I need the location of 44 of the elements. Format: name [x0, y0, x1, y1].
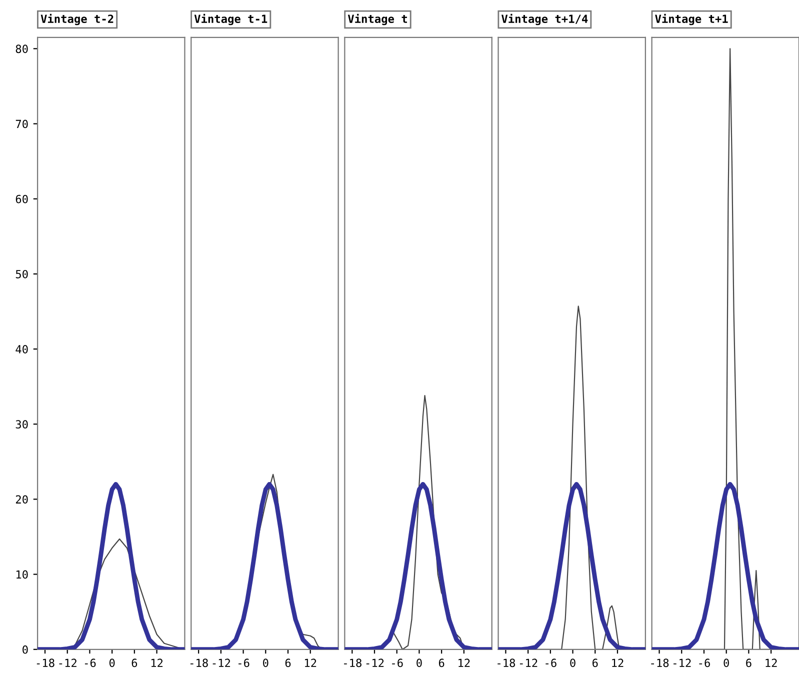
- y-tick-label: 20: [16, 495, 28, 504]
- x-tick-label: -6: [546, 658, 556, 668]
- x-tick-label: 0: [416, 658, 422, 668]
- x-tick-label: -18: [651, 658, 669, 668]
- y-tick-label: 60: [16, 194, 28, 204]
- x-tick-label: -18: [498, 658, 516, 668]
- x-tick-label: 0: [263, 658, 268, 668]
- y-tick-label: 80: [16, 44, 28, 54]
- x-tick-label: -6: [699, 658, 710, 668]
- chart-title: Vintage t+1: [655, 14, 728, 26]
- x-tick-label: -18: [36, 658, 54, 668]
- x-tick-label: 12: [305, 658, 316, 667]
- x-tick-label: -18: [190, 658, 208, 668]
- x-tick-label: 6: [285, 658, 291, 668]
- x-tick-label: 0: [724, 658, 729, 668]
- x-tick-label: 12: [151, 658, 163, 667]
- x-tick-label: 6: [438, 658, 444, 668]
- y-tick-label: 70: [16, 120, 28, 128]
- x-tick-label: -18: [344, 658, 362, 668]
- x-tick-label: -12: [212, 658, 230, 667]
- chart-title: Vintage t: [348, 14, 407, 26]
- x-tick-label: 0: [570, 658, 576, 668]
- chart-title: Vintage t-2: [40, 14, 114, 26]
- x-tick-label: -12: [674, 658, 691, 667]
- x-tick-label: -12: [366, 658, 384, 667]
- x-tick-label: 12: [612, 658, 624, 667]
- x-tick-label: 12: [766, 658, 777, 667]
- x-tick-label: 0: [109, 658, 115, 668]
- chart-title: Vintage t+1/4: [502, 14, 588, 26]
- x-tick-label: -6: [238, 658, 250, 668]
- y-tick-label: 0: [22, 645, 28, 654]
- y-tick-label: 30: [16, 420, 28, 429]
- x-tick-label: -6: [392, 658, 403, 668]
- y-tick-label: 40: [16, 345, 28, 354]
- y-tick-label: 50: [16, 270, 28, 278]
- x-tick-label: 6: [132, 658, 138, 668]
- x-tick-label: 12: [458, 658, 470, 667]
- y-tick-label: 10: [16, 570, 28, 579]
- x-tick-label: 6: [746, 658, 752, 668]
- x-tick-label: 6: [592, 658, 598, 668]
- x-tick-label: -12: [520, 658, 538, 667]
- x-tick-label: -6: [84, 658, 96, 668]
- chart-title: Vintage t-1: [194, 14, 268, 26]
- x-tick-label: -12: [59, 658, 76, 667]
